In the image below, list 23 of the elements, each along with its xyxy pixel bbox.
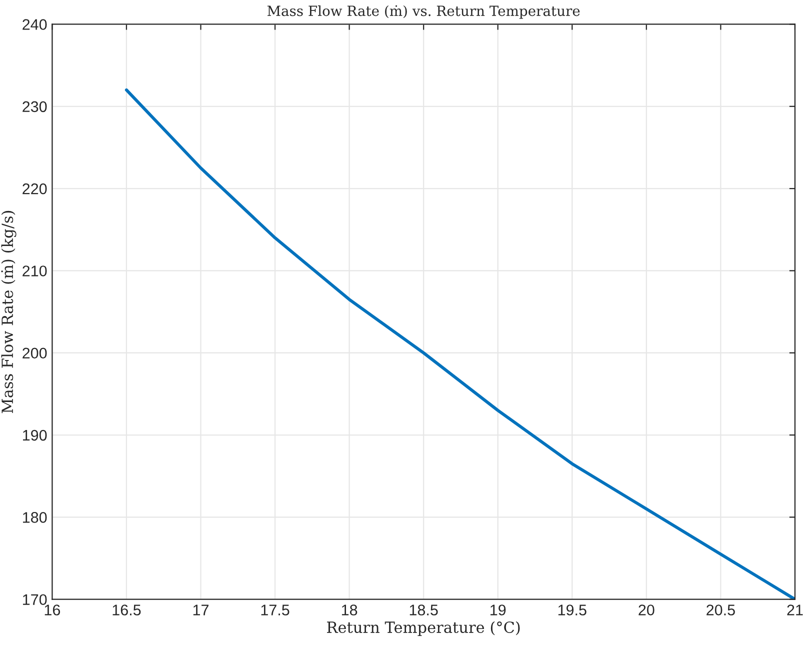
y-tick-label: 170: [23, 594, 47, 606]
y-tick-label: 190: [23, 430, 47, 441]
x-tick-label: 16.5: [112, 604, 141, 616]
y-tick-label: 220: [22, 183, 47, 194]
y-tick-label: 180: [23, 512, 47, 523]
y-axis-title: Mass Flow Rate (ṁ) (kg/s): [1, 210, 16, 414]
x-tick-label: 20: [638, 604, 654, 616]
y-tick-label: 240: [22, 19, 47, 30]
x-tick-label: 16: [44, 604, 60, 616]
line-series: [124, 88, 795, 600]
x-tick-label: 18.5: [410, 604, 438, 616]
x-tick-label: 20.5: [706, 604, 735, 616]
x-tick-label: 17: [193, 604, 208, 616]
y-tick-label: 210: [22, 266, 47, 276]
y-tick-label: 230: [22, 101, 47, 112]
x-axis-title: Return Temperature (°C): [327, 621, 520, 636]
x-tick-label: 19: [490, 604, 506, 616]
chart-title: Mass Flow Rate (ṁ) vs. Return Temperature: [267, 5, 580, 19]
x-tick-label: 17.5: [261, 604, 290, 616]
x-tick-label: 18: [342, 604, 358, 616]
y-tick-label: 200: [22, 348, 47, 359]
x-tick-label: 19.5: [558, 604, 586, 616]
x-tick-label: 21: [787, 604, 803, 616]
